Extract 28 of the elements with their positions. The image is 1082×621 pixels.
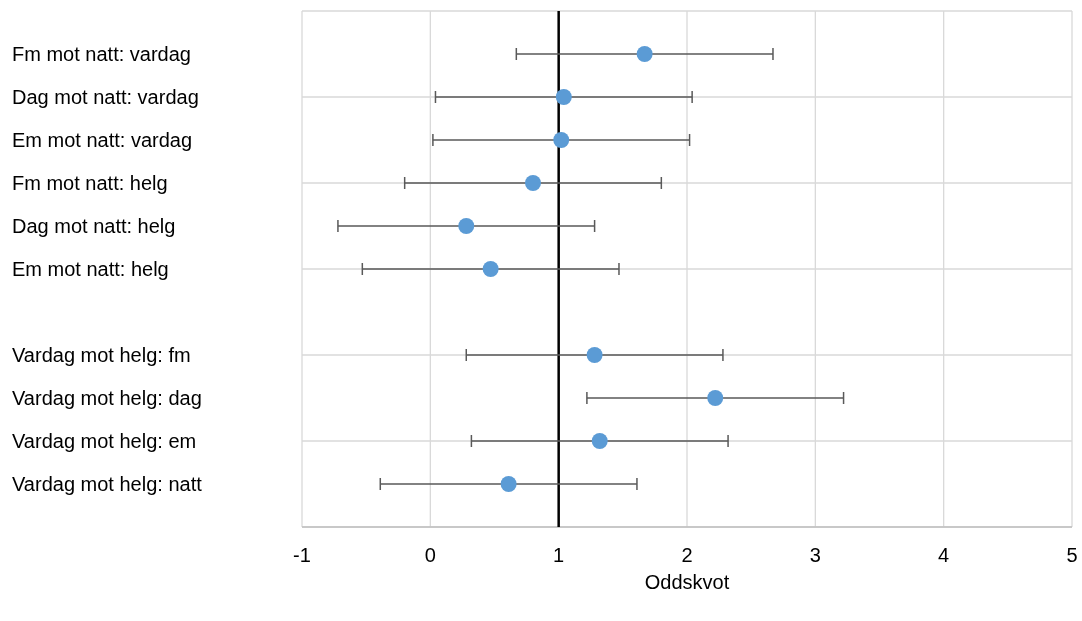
point: [553, 132, 570, 148]
point: [525, 175, 541, 191]
x-axis-title: Oddskvot: [644, 571, 730, 593]
point: [707, 390, 724, 406]
x-tick-label: 1: [553, 544, 565, 566]
point: [458, 218, 475, 234]
y-tick-label: Em mot natt: helg: [12, 258, 169, 280]
x-tick-label: 0: [424, 544, 436, 566]
y-tick-label: Vardag mot helg: dag: [12, 387, 202, 409]
y-tick-label: Fm mot natt: vardag: [12, 43, 191, 65]
x-tick-label: 4: [938, 544, 950, 566]
x-tick-label: -1: [293, 544, 311, 566]
point: [586, 347, 603, 363]
y-tick-label: Fm mot natt: helg: [12, 172, 168, 194]
point: [591, 433, 608, 449]
point: [636, 46, 653, 62]
x-tick-label: 2: [681, 544, 693, 566]
y-tick-label: Dag mot natt: vardag: [12, 86, 199, 108]
y-tick-label: Em mot natt: vardag: [12, 129, 193, 151]
y-tick-label: Vardag mot helg: em: [12, 430, 197, 452]
point: [500, 476, 517, 492]
point: [555, 89, 572, 105]
point: [482, 261, 499, 277]
y-tick-label: Dag mot natt: helg: [12, 215, 176, 237]
x-tick-label: 5: [1066, 544, 1078, 566]
y-tick-label: Vardag mot helg: fm: [12, 344, 191, 366]
x-tick-label: 3: [809, 544, 821, 566]
y-tick-label: Vardag mot helg: natt: [12, 473, 203, 495]
